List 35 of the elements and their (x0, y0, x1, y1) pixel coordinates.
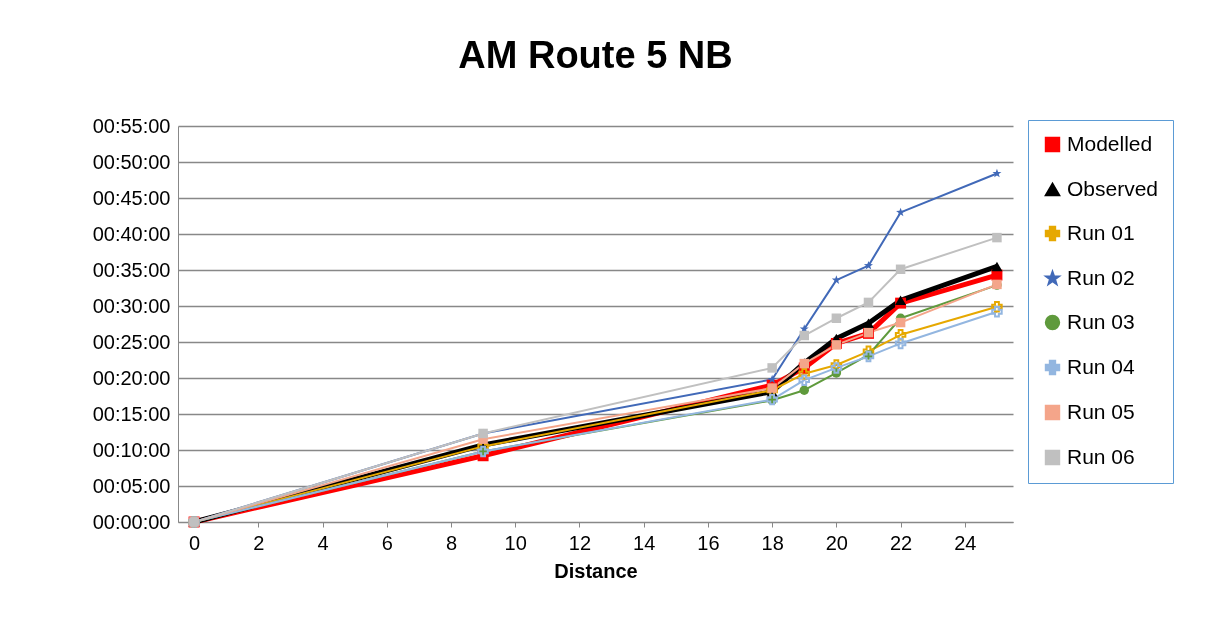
legend-label: Run 03 (1067, 309, 1135, 333)
x-tick-label: 0 (189, 531, 201, 554)
y-tick-label: 00:30:00 (92, 294, 171, 317)
legend-label: Run 02 (1067, 265, 1135, 289)
y-tick-label: 00:00:00 (92, 510, 171, 533)
x-axis-title: Distance (554, 559, 638, 582)
x-tick-label: 4 (317, 531, 329, 554)
x-tick-label: 12 (568, 531, 592, 554)
x-tick-label: 6 (381, 531, 393, 554)
y-tick-label: 00:40:00 (92, 222, 171, 245)
x-tick-label: 10 (504, 531, 527, 554)
y-tick-label: 00:45:00 (92, 186, 171, 209)
legend-label: Run 01 (1067, 220, 1135, 244)
y-tick-label: 00:35:00 (92, 258, 171, 281)
y-tick-label: 00:05:00 (92, 474, 171, 497)
y-tick-label: 00:10:00 (92, 438, 171, 461)
x-tick-label: 24 (954, 531, 977, 554)
legend-label: Run 05 (1067, 399, 1135, 423)
legend-label: Run 04 (1067, 354, 1136, 378)
legend-label: Observed (1067, 176, 1159, 200)
y-tick-label: 00:55:00 (92, 114, 171, 137)
y-tick-label: 00:15:00 (92, 402, 171, 425)
y-tick-label: 00:25:00 (92, 330, 171, 353)
y-tick-label: 00:20:00 (92, 366, 171, 389)
x-tick-label: 14 (633, 531, 656, 554)
x-tick-label: 22 (889, 531, 913, 554)
legend-label: Modelled (1067, 131, 1153, 155)
x-tick-label: 8 (445, 531, 458, 554)
x-tick-label: 18 (761, 531, 784, 554)
chart-title: AM Route 5 NB (458, 34, 733, 76)
x-tick-label: 2 (253, 531, 265, 554)
y-tick-label: 00:50:00 (92, 150, 171, 173)
x-tick-label: 16 (697, 531, 720, 554)
legend-label: Run 06 (1067, 444, 1135, 468)
x-tick-label: 20 (825, 531, 848, 554)
